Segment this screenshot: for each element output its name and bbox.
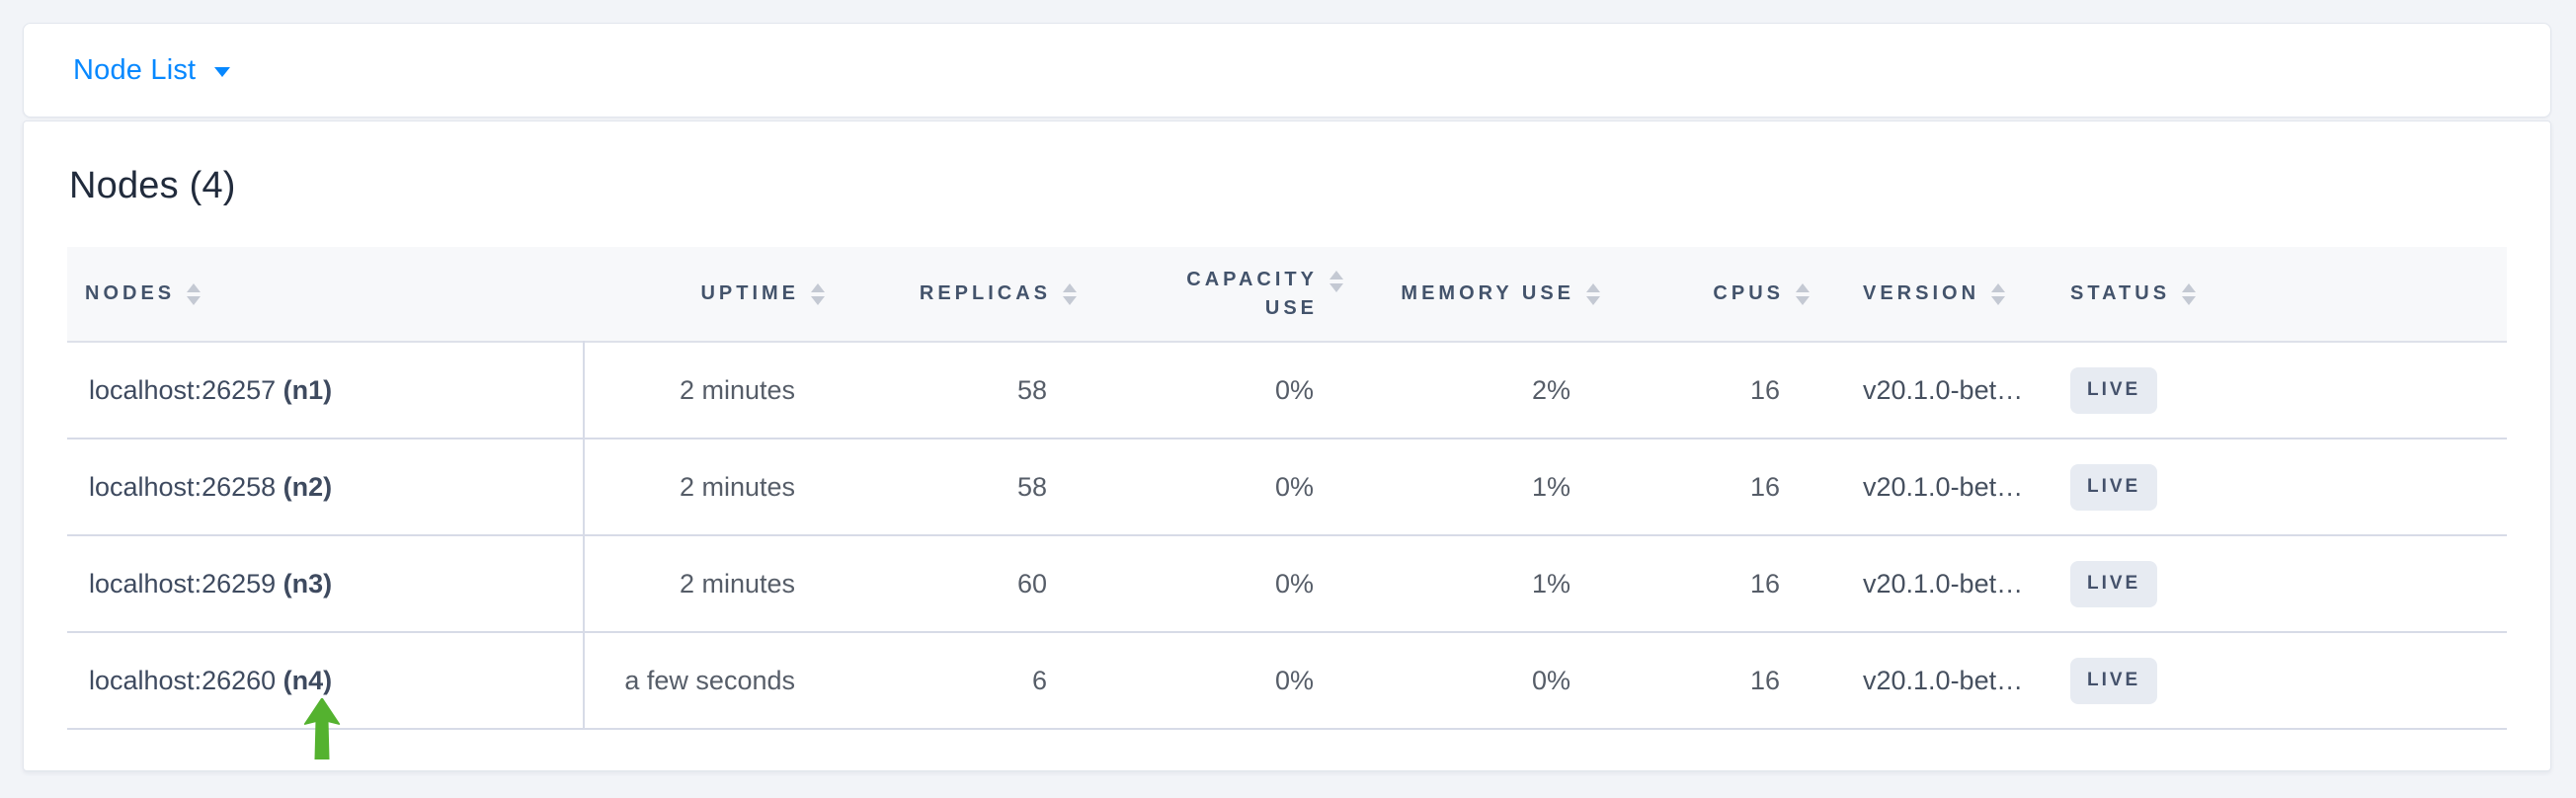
node-address-cell: localhost:26257 (n1) (67, 342, 585, 439)
table-header-row: NODES UPTIME REPLICAS (67, 247, 2507, 342)
table-row-n1[interactable]: localhost:26257 (n1) 2 minutes 58 0% 2% … (67, 342, 2507, 439)
replicas-cell: 58 (1016, 374, 1047, 405)
view-selector-bar: Node List (23, 23, 2551, 118)
column-label: NODES (85, 282, 176, 304)
column-label: STATUS (2070, 282, 2171, 304)
sort-icon (1991, 282, 2006, 305)
version-cell: v20.1.0-bet… (1863, 471, 2024, 502)
sort-icon (1586, 282, 1600, 305)
status-badge: LIVE (2070, 560, 2158, 607)
replicas-cell: 6 (1031, 665, 1047, 695)
version-cell: v20.1.0-bet… (1863, 374, 2024, 405)
column-header-memory-use[interactable]: MEMORY USE (1379, 247, 1636, 342)
node-address-cell: localhost:26259 (n3) (67, 535, 585, 632)
green-up-arrow-icon (303, 698, 341, 759)
nodes-card: Nodes (4) NODES UPTIME (23, 120, 2551, 771)
node-address: localhost:26259 (89, 568, 277, 598)
node-address-cell: localhost:26260 (n4) (67, 632, 585, 759)
status-badge: LIVE (2070, 463, 2158, 511)
column-label: MEMORY USE (1401, 282, 1574, 304)
cpus-cell: 16 (1749, 568, 1780, 598)
nodes-table: NODES UPTIME REPLICAS (67, 247, 2507, 759)
node-address: localhost:26258 (89, 471, 277, 502)
memory-use-cell: 2% (1531, 374, 1570, 405)
node-list-dropdown[interactable]: Node List (73, 53, 231, 87)
column-header-replicas[interactable]: REPLICAS (860, 247, 1112, 342)
replicas-cell: 60 (1016, 568, 1047, 598)
status-cell: LIVE (2053, 632, 2507, 729)
version-cell: v20.1.0-bet… (1863, 568, 2024, 598)
status-badge: LIVE (2070, 366, 2158, 414)
uptime-cell: 2 minutes (679, 568, 795, 598)
column-label: CPUS (1713, 282, 1784, 304)
replicas-cell: 58 (1016, 471, 1047, 502)
caret-down-icon (214, 66, 231, 77)
version-cell: v20.1.0-bet… (1863, 665, 2024, 695)
column-header-uptime[interactable]: UPTIME (584, 247, 860, 342)
column-header-version[interactable]: VERSION (1845, 247, 2053, 342)
capacity-use-cell: 0% (1274, 568, 1314, 598)
node-list-dropdown-label: Node List (73, 53, 197, 86)
status-badge: LIVE (2070, 657, 2158, 704)
node-id: (n1) (282, 374, 333, 405)
page-title: Nodes (4) (69, 165, 236, 206)
node-address: localhost:26260 (89, 665, 277, 695)
uptime-cell: 2 minutes (679, 374, 795, 405)
sort-icon (1063, 282, 1077, 305)
column-label: CAPACITY USE (1186, 268, 1318, 319)
memory-use-cell: 1% (1531, 471, 1570, 502)
sort-icon (811, 282, 825, 305)
status-cell: LIVE (2053, 535, 2507, 632)
node-id: (n2) (282, 471, 333, 502)
table-row-n4[interactable]: localhost:26260 (n4) a few seconds 6 0% … (67, 632, 2507, 759)
uptime-cell: 2 minutes (679, 471, 795, 502)
node-address: localhost:26257 (89, 374, 277, 405)
column-header-capacity-use[interactable]: CAPACITY USE (1112, 247, 1379, 342)
cpus-cell: 16 (1749, 471, 1780, 502)
memory-use-cell: 0% (1531, 665, 1570, 695)
memory-use-cell: 1% (1531, 568, 1570, 598)
column-header-cpus[interactable]: CPUS (1636, 247, 1845, 342)
node-address-cell: localhost:26258 (n2) (67, 439, 585, 535)
column-header-nodes[interactable]: NODES (67, 247, 584, 342)
cpus-cell: 16 (1749, 374, 1780, 405)
sort-icon (2182, 282, 2197, 305)
column-label: UPTIME (700, 282, 799, 304)
node-id: (n4) (282, 665, 333, 695)
capacity-use-cell: 0% (1274, 471, 1314, 502)
status-cell: LIVE (2053, 342, 2507, 439)
column-label: VERSION (1863, 282, 1980, 304)
capacity-use-cell: 0% (1274, 665, 1314, 695)
column-label: REPLICAS (919, 282, 1051, 304)
capacity-use-cell: 0% (1274, 374, 1314, 405)
uptime-cell: a few seconds (624, 665, 795, 695)
table-row-n2[interactable]: localhost:26258 (n2) 2 minutes 58 0% 1% … (67, 439, 2507, 535)
sort-icon (1329, 270, 1343, 292)
sort-icon (1796, 282, 1810, 305)
status-cell: LIVE (2053, 439, 2507, 535)
cpus-cell: 16 (1749, 665, 1780, 695)
sort-icon (187, 282, 201, 305)
table-row-n3[interactable]: localhost:26259 (n3) 2 minutes 60 0% 1% … (67, 535, 2507, 632)
node-id: (n3) (282, 568, 333, 598)
column-header-status[interactable]: STATUS (2053, 247, 2507, 342)
